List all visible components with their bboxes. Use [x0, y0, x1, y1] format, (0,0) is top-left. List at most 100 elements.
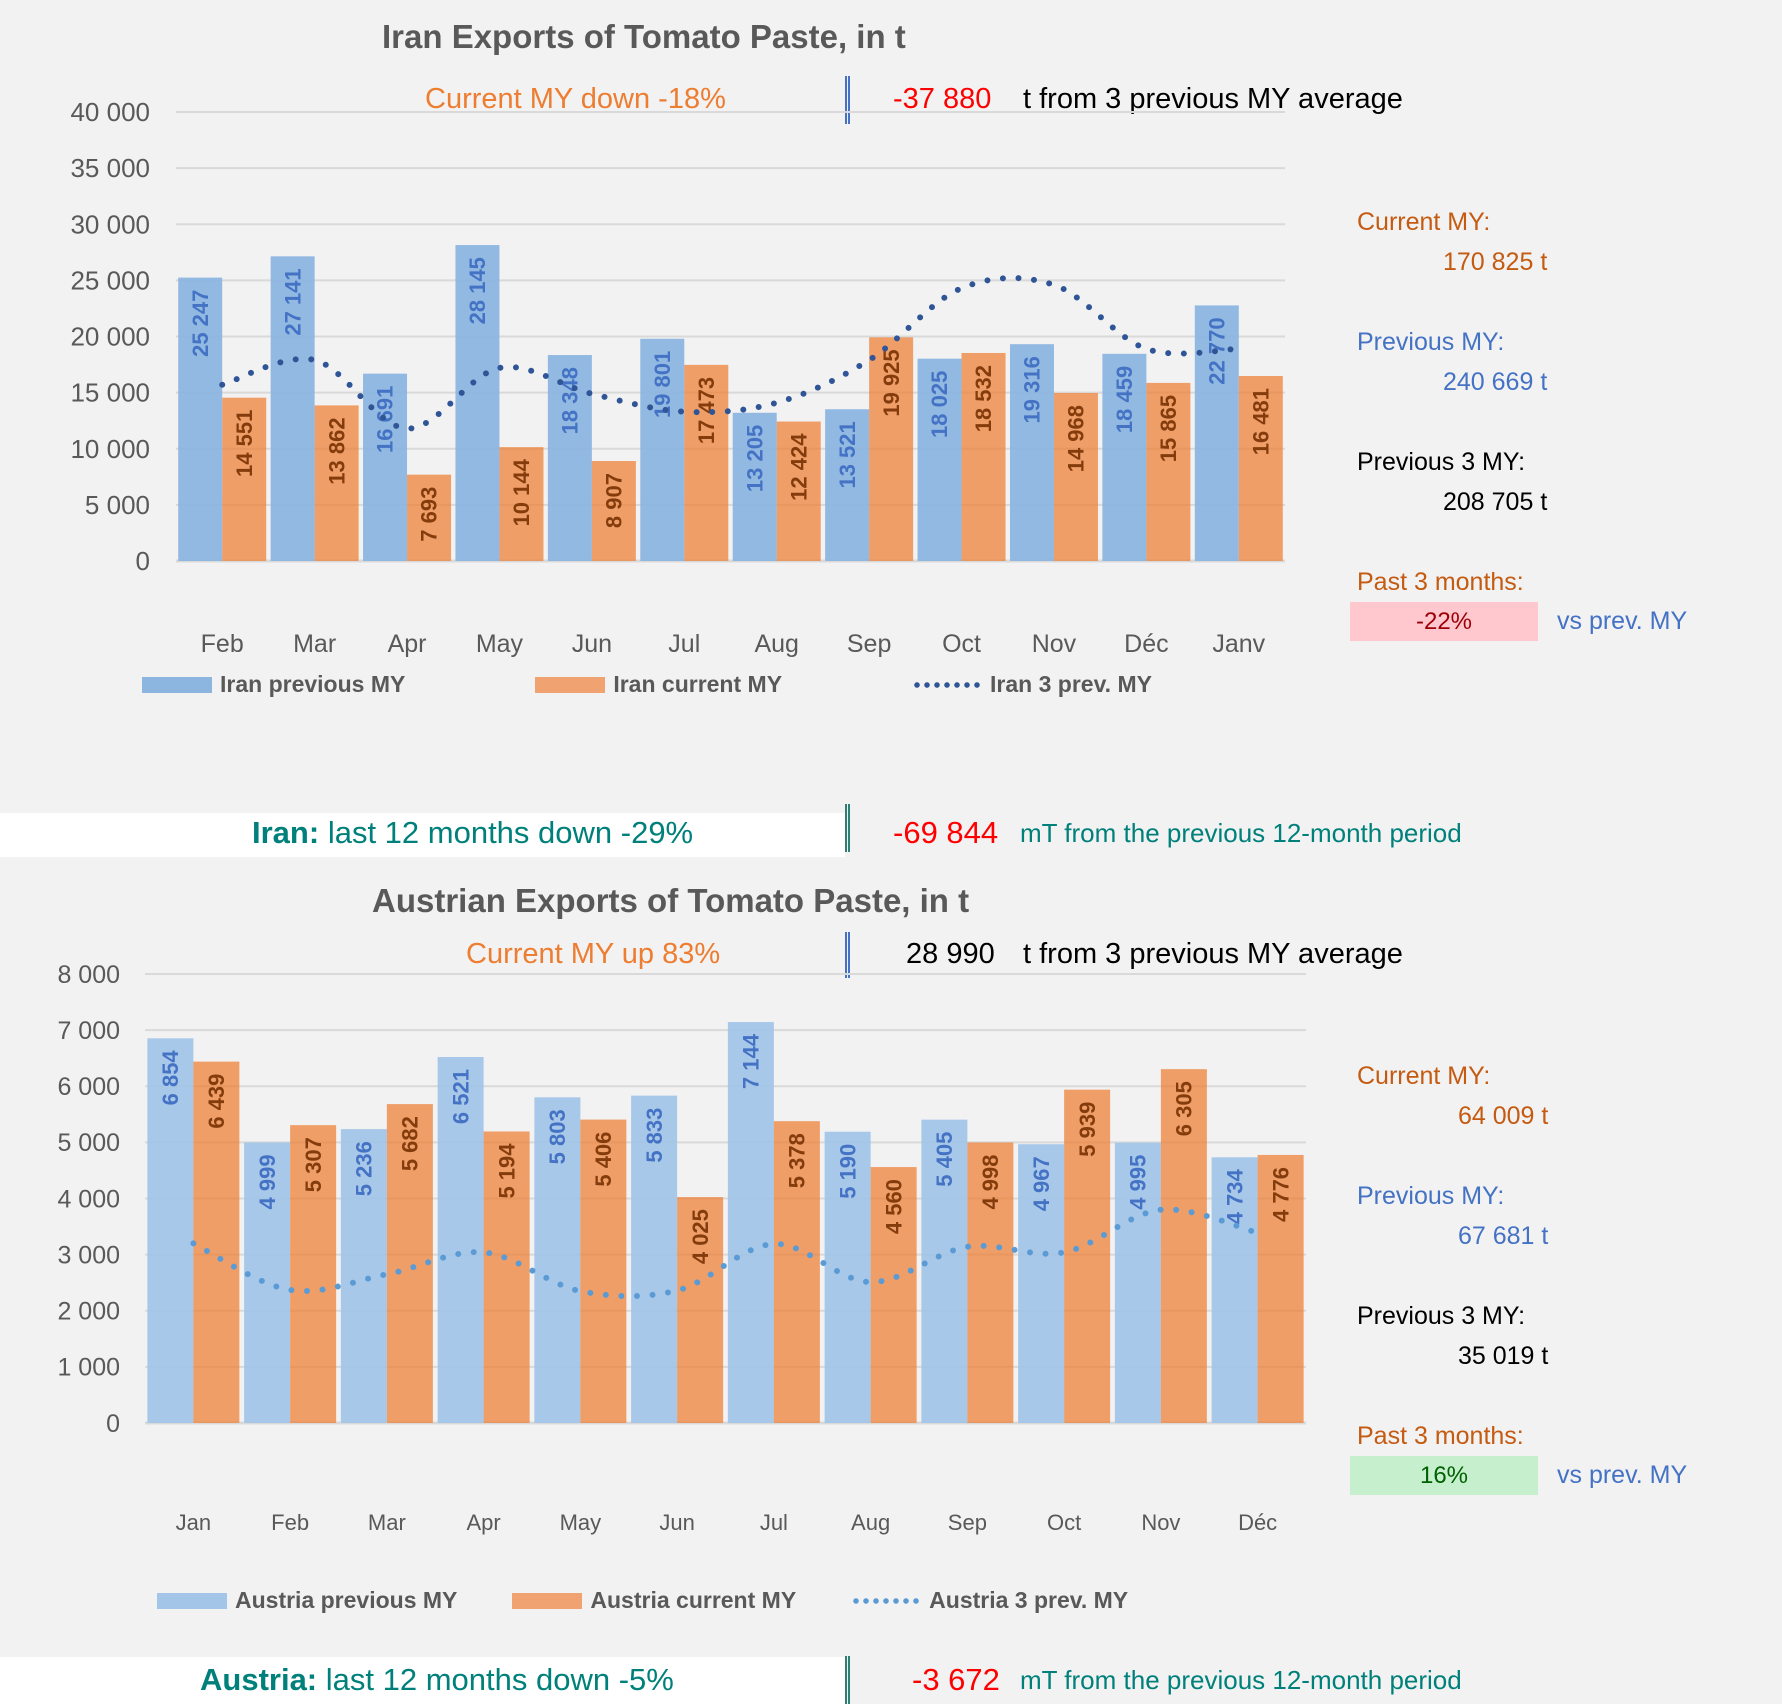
x-tick-label: Sep	[948, 1510, 987, 1535]
legend-swatch-blue	[142, 676, 212, 693]
data-label-current-my: 5 378	[785, 1133, 810, 1188]
legend-item-iran-3prev: Iran 3 prev. MY	[912, 671, 1152, 698]
bar-current-my	[870, 1167, 917, 1423]
legend-item-austria-current: Austria current MY	[512, 1587, 796, 1614]
bar-previous-my	[1102, 353, 1147, 561]
bar-current-my	[591, 461, 636, 561]
data-label-previous-my: 28 145	[465, 257, 490, 324]
bar-previous-my	[1211, 1157, 1258, 1423]
austria-past-3-months-badge: 16%	[1350, 1456, 1538, 1495]
austria-subtitle-divider	[845, 932, 850, 978]
bar-current-my	[1238, 376, 1283, 561]
iran-past-3-months-label: Past 3 months:	[1357, 568, 1524, 596]
legend-dotted-line-icon	[912, 681, 983, 688]
austria-banner-summary: Austria: last 12 months down -5%	[200, 1662, 674, 1698]
austria-past-3-months-label: Past 3 months:	[1357, 1422, 1524, 1450]
legend-item-iran-current: Iran current MY	[535, 671, 782, 698]
data-label-current-my: 6 439	[204, 1074, 229, 1129]
x-tick-label: May	[476, 630, 524, 658]
data-label-previous-my: 19 801	[650, 351, 675, 418]
x-tick-label: Déc	[1238, 1510, 1277, 1535]
legend-label: Iran previous MY	[220, 671, 406, 697]
data-label-current-my: 4 998	[978, 1154, 1003, 1209]
x-tick-label: Jun	[659, 1510, 694, 1535]
data-label-current-my: 4 560	[881, 1179, 906, 1234]
x-tick-label: Nov	[1032, 630, 1077, 658]
y-tick-label: 5 000	[57, 1129, 120, 1157]
iran-diff-label: t from 3 previous MY average	[1023, 83, 1403, 115]
data-label-previous-my: 18 025	[927, 371, 952, 438]
bar-previous-my	[825, 409, 870, 561]
y-tick-label: 10 000	[70, 434, 150, 464]
x-tick-label: Feb	[271, 1510, 309, 1535]
austria-banner-text: last 12 months down -5%	[325, 1662, 674, 1697]
x-tick-label: Nov	[1141, 1510, 1180, 1535]
x-tick-label: Oct	[942, 630, 981, 658]
bar-previous-my	[534, 1097, 581, 1423]
bar-current-my	[961, 352, 1006, 561]
data-label-current-my: 4 776	[1268, 1167, 1293, 1222]
bar-previous-my	[1018, 1144, 1065, 1423]
legend-label: Austria 3 prev. MY	[929, 1587, 1129, 1613]
austria-banner-divider	[845, 1656, 850, 1704]
austria-banner-background	[0, 1657, 845, 1704]
legend-item-austria-3prev: Austria 3 prev. MY	[851, 1587, 1128, 1614]
austria-diff-value: 28 990	[906, 938, 995, 970]
data-label-previous-my: 18 459	[1112, 366, 1137, 433]
bar-previous-my	[727, 1022, 774, 1423]
bar-previous-my	[1009, 344, 1054, 561]
data-label-current-my: 6 305	[1172, 1081, 1197, 1136]
iran-previous-3my-label: Previous 3 MY:	[1357, 448, 1526, 476]
austria-previous-3my-label: Previous 3 MY:	[1357, 1302, 1526, 1330]
iran-chart-title: Iran Exports of Tomato Paste, in t	[382, 18, 906, 55]
data-label-current-my: 5 406	[591, 1132, 616, 1187]
bar-current-my	[499, 447, 544, 561]
y-tick-label: 25 000	[70, 265, 150, 295]
data-label-current-my: 5 939	[1075, 1102, 1100, 1157]
data-label-previous-my: 27 141	[280, 268, 305, 335]
line-3-prev-my	[190, 1206, 1261, 1300]
iran-current-my-change: Current MY down -18%	[425, 83, 726, 115]
y-tick-label: 8 000	[57, 961, 120, 989]
y-tick-label: 20 000	[70, 322, 150, 352]
data-label-current-my: 5 682	[398, 1116, 423, 1171]
data-label-current-my: 18 532	[971, 365, 996, 432]
bar-current-my	[1257, 1154, 1304, 1423]
data-label-previous-my: 5 405	[932, 1132, 957, 1187]
bar-current-my	[314, 405, 359, 561]
iran-banner-background	[0, 813, 845, 857]
iran-banner-suffix: mT from the previous 12-month period	[1020, 818, 1462, 848]
bar-previous-my	[640, 338, 685, 561]
bar-previous-my	[455, 245, 500, 561]
y-tick-label: 40 000	[70, 97, 150, 127]
iran-past-3-months-badge: -22%	[1350, 602, 1538, 641]
y-tick-label: 2 000	[57, 1298, 120, 1326]
x-tick-label: Jul	[760, 1510, 788, 1535]
iran-diff-value: -37 880	[893, 83, 992, 115]
legend-swatch-orange	[512, 1592, 583, 1609]
bar-current-my	[483, 1131, 530, 1423]
bar-current-my	[776, 421, 821, 561]
iran-vs-prev-my-label: vs prev. MY	[1557, 607, 1688, 635]
x-tick-label: Déc	[1124, 630, 1168, 658]
bar-previous-my	[917, 358, 962, 561]
iran-chart: 0 5 000 10 000 15 000 20 000 25 000 30 000 35 0…	[70, 97, 1285, 658]
legend-label: Iran 3 prev. MY	[990, 671, 1152, 697]
bar-previous-my	[178, 277, 223, 561]
austria-previous-3my-value: 35 019 t	[1458, 1342, 1549, 1370]
data-label-previous-my: 6 854	[158, 1050, 183, 1106]
bar-previous-my	[147, 1038, 194, 1423]
data-label-current-my: 5 194	[494, 1143, 519, 1199]
data-label-previous-my: 13 205	[742, 425, 767, 492]
bar-current-my	[1160, 1069, 1207, 1423]
data-label-previous-my: 5 803	[545, 1109, 570, 1164]
data-label-current-my: 12 424	[786, 433, 811, 501]
austria-current-my-label: Current MY:	[1357, 1062, 1491, 1090]
data-label-current-my: 14 968	[1064, 405, 1089, 472]
y-tick-label: 0	[136, 546, 150, 576]
data-label-previous-my: 13 521	[835, 421, 860, 488]
iran-previous-my-label: Previous MY:	[1357, 328, 1505, 356]
bar-current-my	[1064, 1089, 1111, 1423]
data-label-previous-my: 18 348	[558, 367, 583, 434]
legend-swatch-orange	[535, 676, 606, 693]
